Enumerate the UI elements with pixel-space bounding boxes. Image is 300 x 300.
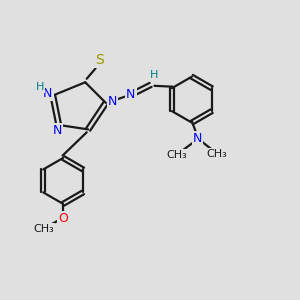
Text: N: N (126, 88, 136, 101)
Text: H: H (35, 82, 44, 92)
Text: O: O (58, 212, 68, 225)
Text: N: N (108, 95, 117, 108)
Text: N: N (193, 132, 202, 145)
Text: N: N (43, 87, 52, 100)
Text: CH₃: CH₃ (34, 224, 54, 234)
Text: CH₃: CH₃ (206, 148, 227, 158)
Text: H: H (150, 70, 159, 80)
Text: S: S (96, 53, 104, 67)
Text: CH₃: CH₃ (166, 150, 187, 160)
Text: N: N (52, 124, 62, 137)
